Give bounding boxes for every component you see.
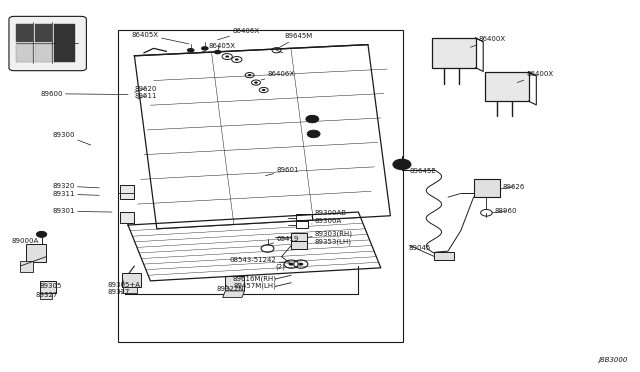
Text: (2): (2): [275, 264, 285, 270]
Circle shape: [262, 89, 266, 91]
Circle shape: [393, 159, 411, 170]
Circle shape: [201, 46, 209, 51]
Text: 89045: 89045: [408, 246, 431, 251]
Bar: [296, 214, 312, 220]
Bar: [35, 44, 52, 62]
Text: 08543-51242: 08543-51242: [230, 257, 291, 263]
Bar: [16, 44, 33, 62]
Circle shape: [36, 231, 47, 237]
Text: 86400X: 86400X: [517, 71, 553, 83]
Circle shape: [306, 115, 319, 123]
Bar: [225, 276, 244, 291]
Circle shape: [248, 74, 252, 76]
Bar: [35, 24, 52, 42]
Text: 89300: 89300: [52, 132, 91, 145]
Circle shape: [298, 263, 303, 266]
Bar: [54, 24, 75, 62]
Bar: [122, 273, 141, 287]
Text: 89645M: 89645M: [276, 33, 313, 49]
Text: 86405X: 86405X: [132, 32, 189, 44]
Text: 86406X: 86406X: [261, 71, 294, 80]
FancyBboxPatch shape: [9, 16, 86, 71]
Text: 89600: 89600: [40, 91, 128, 97]
Polygon shape: [223, 291, 244, 298]
Text: 86400X: 86400X: [470, 36, 506, 47]
Text: 89311: 89311: [52, 191, 99, 197]
Text: 89601: 89601: [266, 167, 299, 176]
Text: 89353(LH): 89353(LH): [315, 238, 352, 245]
Text: 89301: 89301: [52, 208, 112, 214]
Bar: [40, 281, 56, 293]
Circle shape: [235, 58, 239, 61]
Text: 89611: 89611: [134, 93, 157, 99]
Bar: [432, 38, 476, 68]
Bar: [296, 221, 308, 228]
Circle shape: [225, 55, 229, 58]
Bar: [485, 72, 529, 101]
Text: 89327: 89327: [108, 289, 130, 295]
Bar: [120, 185, 134, 199]
Text: 86405X: 86405X: [202, 43, 236, 52]
Circle shape: [398, 162, 406, 167]
Text: 89300A: 89300A: [312, 218, 342, 224]
Text: 89000A: 89000A: [12, 238, 39, 244]
Circle shape: [254, 81, 258, 84]
Text: 89327: 89327: [35, 292, 58, 298]
Bar: [291, 233, 307, 241]
Text: 89616M(RH): 89616M(RH): [232, 275, 276, 282]
Bar: [291, 241, 307, 249]
Bar: [118, 30, 403, 342]
Circle shape: [307, 130, 320, 138]
Text: 89305+A: 89305+A: [108, 280, 141, 288]
Text: 89320: 89320: [52, 183, 99, 189]
Bar: [20, 261, 33, 272]
Bar: [123, 287, 137, 293]
Text: 89457M(LH): 89457M(LH): [234, 282, 276, 289]
Text: 89300AB: 89300AB: [312, 210, 347, 217]
Bar: [26, 244, 46, 262]
Text: 86406X: 86406X: [218, 28, 259, 40]
Text: J8B3000: J8B3000: [598, 357, 627, 363]
Text: 69419: 69419: [268, 236, 299, 245]
Bar: [120, 212, 134, 223]
Text: 88960: 88960: [492, 208, 516, 214]
Circle shape: [187, 48, 195, 52]
Bar: [40, 293, 52, 299]
Bar: [16, 24, 33, 42]
Text: 89303(RH): 89303(RH): [307, 230, 353, 237]
Text: 89620: 89620: [134, 86, 157, 92]
Text: 89626: 89626: [500, 184, 525, 190]
Text: 89645E: 89645E: [410, 168, 436, 174]
Bar: [474, 179, 500, 197]
Bar: [434, 252, 454, 260]
Text: 89322N: 89322N: [216, 285, 244, 292]
Text: 89305: 89305: [40, 283, 62, 289]
Circle shape: [289, 263, 294, 266]
Circle shape: [214, 50, 221, 54]
